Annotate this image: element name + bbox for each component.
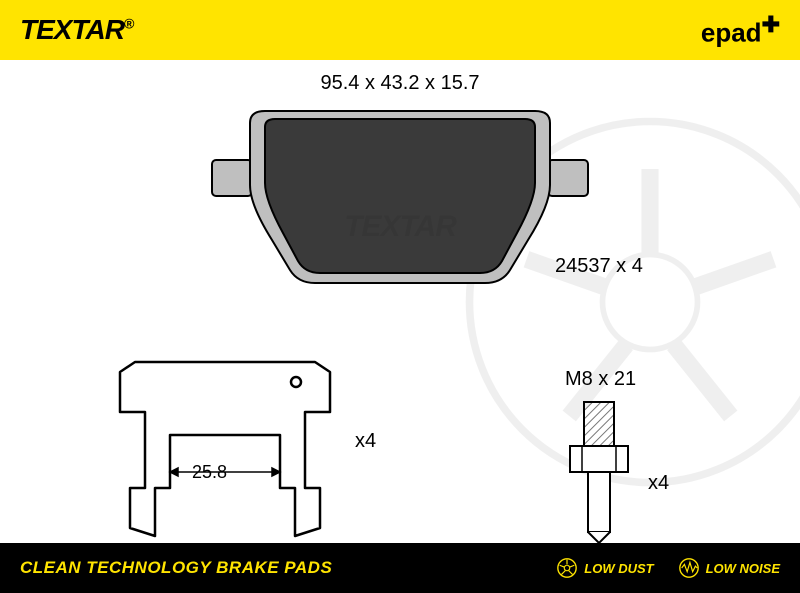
low-dust-badge: LOW DUST	[556, 557, 653, 579]
pad-part-qty: 24537 x 4	[555, 255, 643, 278]
content-area: 95.4 x 43.2 x 15.7 TEXTAR 24537 x 4	[0, 60, 800, 543]
low-noise-icon	[678, 557, 700, 579]
header-bar: TEXTAR® epad✚	[0, 0, 800, 60]
clip-qty: x4	[355, 430, 376, 453]
low-dust-icon	[556, 557, 578, 579]
low-noise-badge: LOW NOISE	[678, 557, 780, 579]
bolt-spec: M8 x 21	[565, 368, 636, 391]
bolt-qty: x4	[648, 472, 669, 495]
bolt-diagram	[560, 400, 638, 550]
low-dust-label: LOW DUST	[584, 561, 653, 576]
low-noise-label: LOW NOISE	[706, 561, 780, 576]
brand-logo: TEXTAR®	[20, 14, 133, 46]
pad-watermark: TEXTAR	[344, 210, 456, 244]
brand-reg: ®	[124, 16, 133, 32]
brand-text: TEXTAR	[20, 14, 124, 45]
product-line-plus: ✚	[762, 12, 780, 37]
pad-dimensions: 95.4 x 43.2 x 15.7	[320, 72, 479, 95]
clip-diagram	[100, 360, 350, 545]
footer-title: CLEAN TECHNOLOGY BRAKE PADS	[20, 558, 532, 578]
product-line-text: epad	[701, 17, 762, 47]
clip-dimension: 25.8	[192, 462, 227, 483]
brake-pad-diagram	[210, 105, 590, 295]
footer-bar: CLEAN TECHNOLOGY BRAKE PADS LOW DUST LOW…	[0, 543, 800, 593]
product-line-logo: epad✚	[701, 12, 780, 49]
